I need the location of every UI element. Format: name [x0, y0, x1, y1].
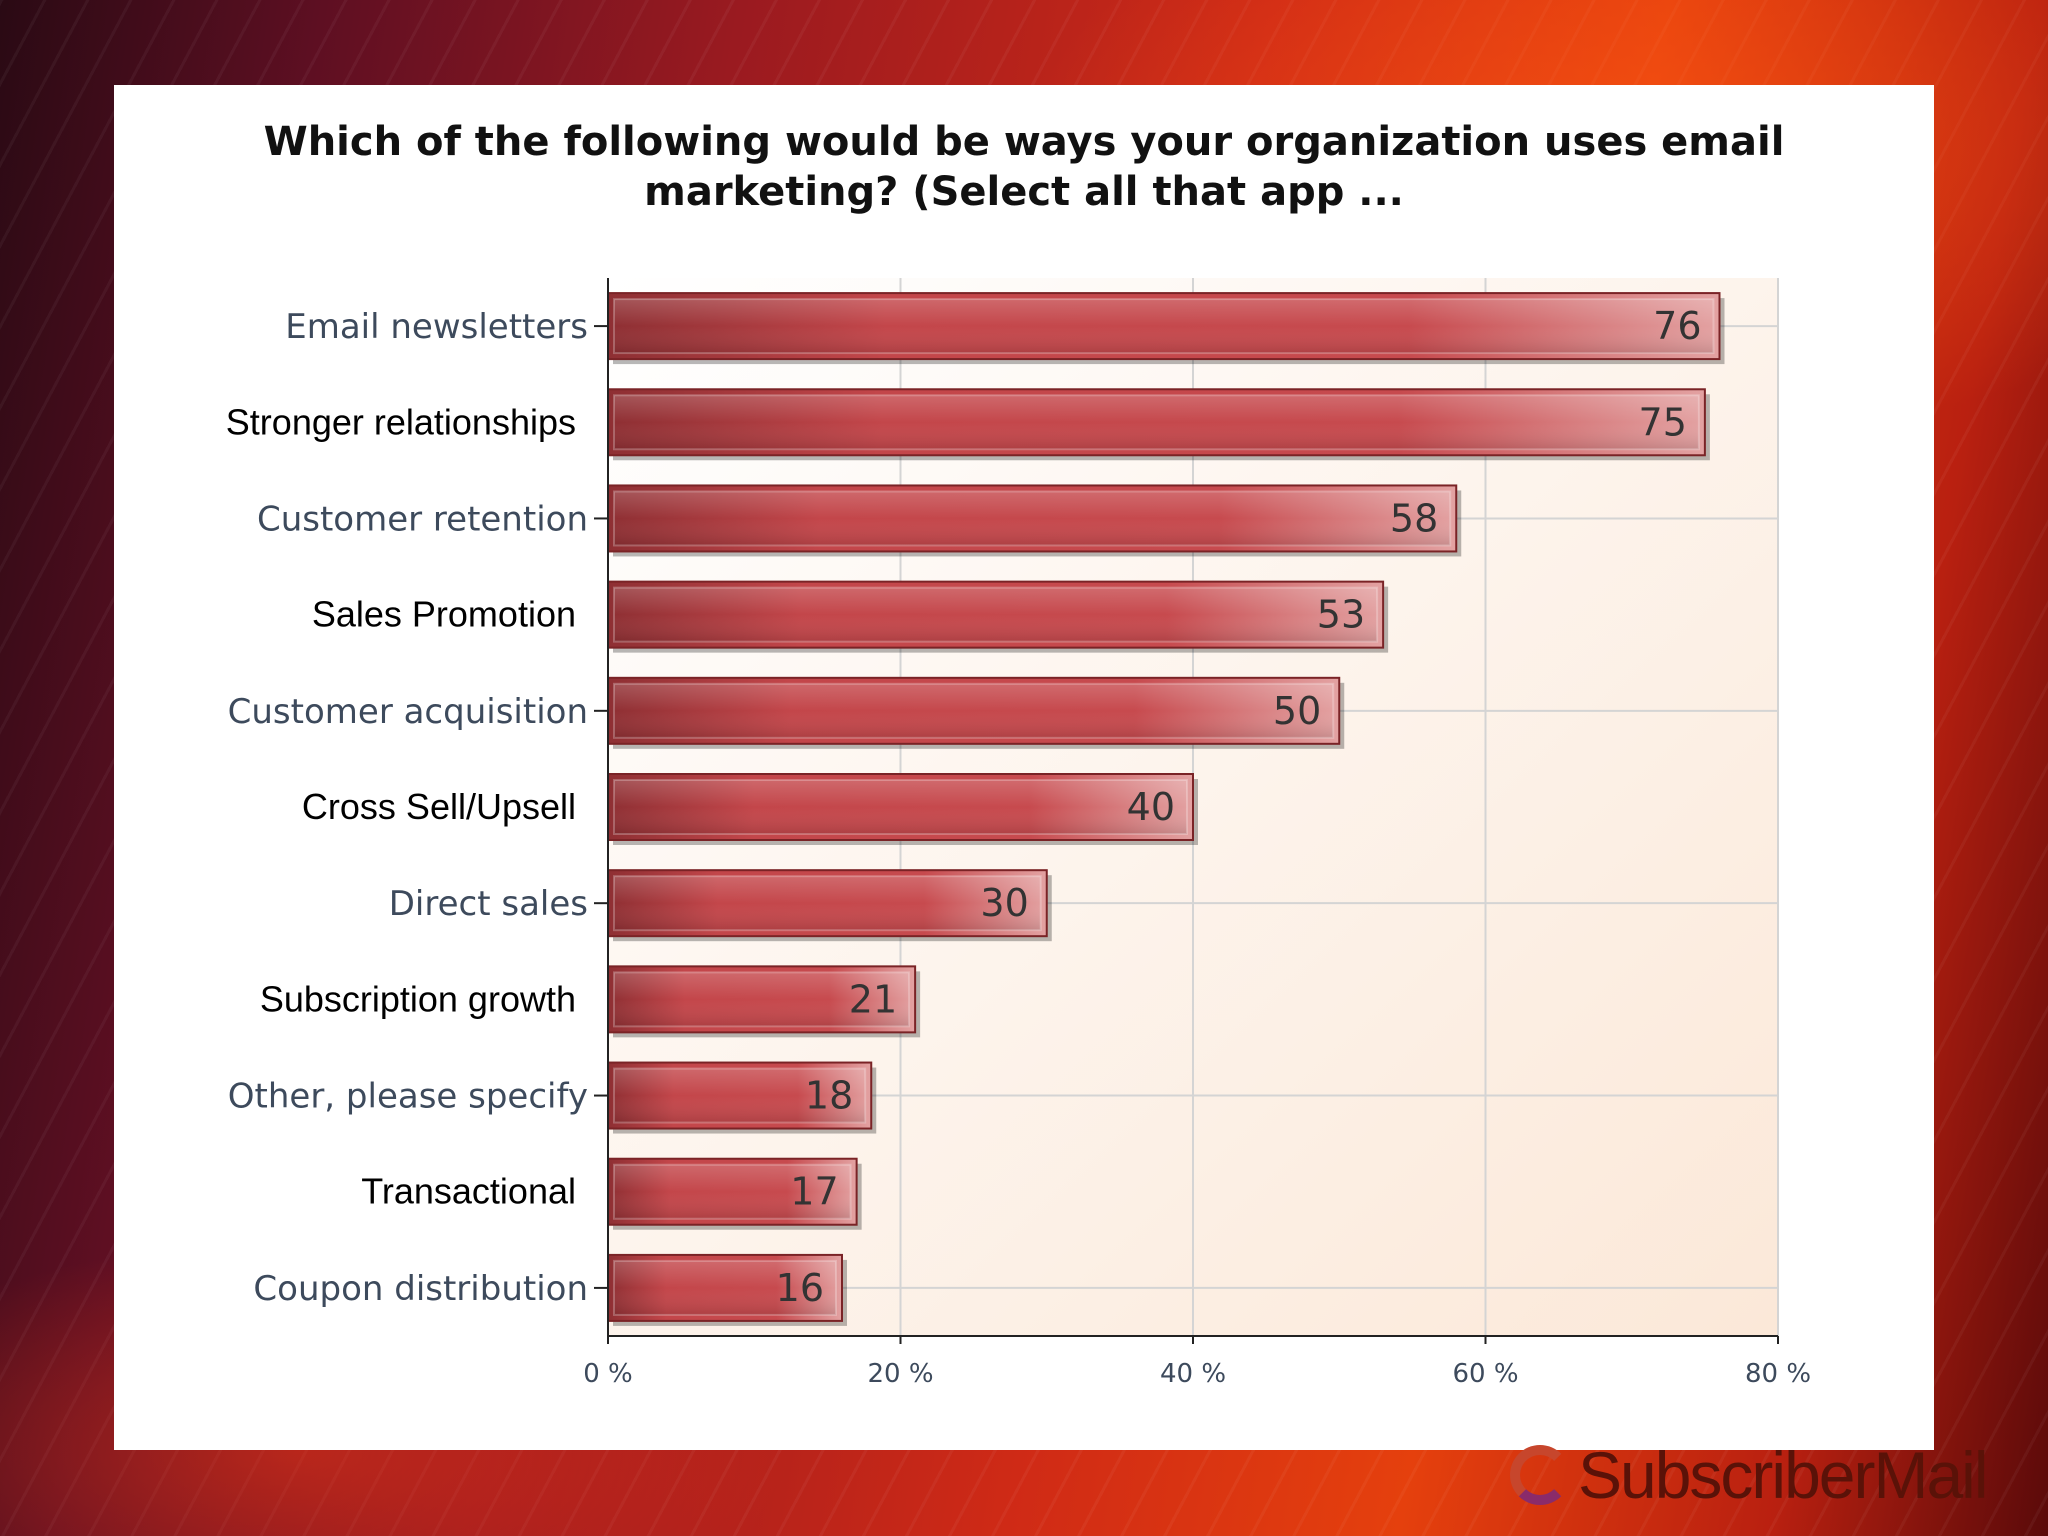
- bar-highlight: [613, 394, 1700, 451]
- bar-value-label: 21: [849, 977, 897, 1021]
- subscribermail-logo: SubscriberMail: [1510, 1430, 2030, 1520]
- x-tick-label: 60 %: [1452, 1359, 1518, 1389]
- category-label: Subscription growth: [260, 978, 576, 1019]
- bar-value-label: 50: [1273, 689, 1321, 733]
- bar-value-label: 40: [1127, 785, 1175, 829]
- bar-highlight: [613, 875, 1042, 932]
- category-label: Cross Sell/Upsell: [302, 786, 576, 827]
- bar-value-label: 58: [1390, 496, 1438, 540]
- chart-title: Which of the following would be ways you…: [264, 119, 1785, 215]
- bar-highlight: [613, 779, 1188, 835]
- bar-highlight: [613, 298, 1715, 355]
- chart-title-line: Which of the following would be ways you…: [264, 119, 1785, 165]
- category-label: Coupon distribution: [253, 1269, 588, 1309]
- bar-chart: 76 75 58 53 50 40 30 21 18 17 16 0 % 20 % 40 % 60 % 80…: [226, 119, 1811, 1389]
- bar-value-label: 76: [1653, 304, 1701, 348]
- bar-value-label: 75: [1639, 400, 1687, 444]
- bars: 76 75 58 53 50 40 30 21 18 17 16: [607, 292, 1725, 1326]
- x-tick-label: 0 %: [583, 1359, 633, 1389]
- category-label: Email newsletters: [285, 307, 588, 347]
- category-label: Stronger relationships: [226, 401, 576, 442]
- axes: 0 % 20 % 40 % 60 % 80 % Email newsletters Stro…: [226, 278, 1811, 1389]
- bar-value-label: 30: [980, 881, 1028, 925]
- category-label: Direct sales: [389, 884, 588, 924]
- category-label: Customer acquisition: [228, 692, 588, 732]
- chart-title-line: marketing? (Select all that app ...: [644, 169, 1404, 215]
- bar-highlight: [613, 1067, 867, 1124]
- x-tick-label: 80 %: [1745, 1359, 1811, 1389]
- category-label: Other, please specify: [228, 1077, 588, 1117]
- bar-highlight: [613, 1259, 837, 1316]
- bar-highlight: [613, 971, 911, 1028]
- bar-highlight: [613, 586, 1379, 643]
- chart-panel: 76 75 58 53 50 40 30 21 18 17 16 0 % 20 % 40 % 60 % 80…: [114, 85, 1934, 1450]
- bar-value-label: 18: [805, 1074, 853, 1118]
- bar-value-label: 53: [1317, 593, 1365, 637]
- logo-mark-icon: [1510, 1445, 1570, 1505]
- bar-highlight: [613, 490, 1452, 547]
- bar-highlight: [613, 1163, 852, 1220]
- category-label: Transactional: [361, 1171, 576, 1212]
- bar-highlight: [613, 682, 1335, 739]
- category-label: Customer retention: [257, 499, 588, 539]
- bar-value-label: 17: [790, 1170, 838, 1214]
- category-label: Sales Promotion: [312, 594, 576, 635]
- logo-text: SubscriberMail: [1578, 1438, 1988, 1512]
- x-tick-label: 40 %: [1160, 1359, 1226, 1389]
- bar-value-label: 16: [776, 1266, 824, 1310]
- x-tick-label: 20 %: [867, 1359, 933, 1389]
